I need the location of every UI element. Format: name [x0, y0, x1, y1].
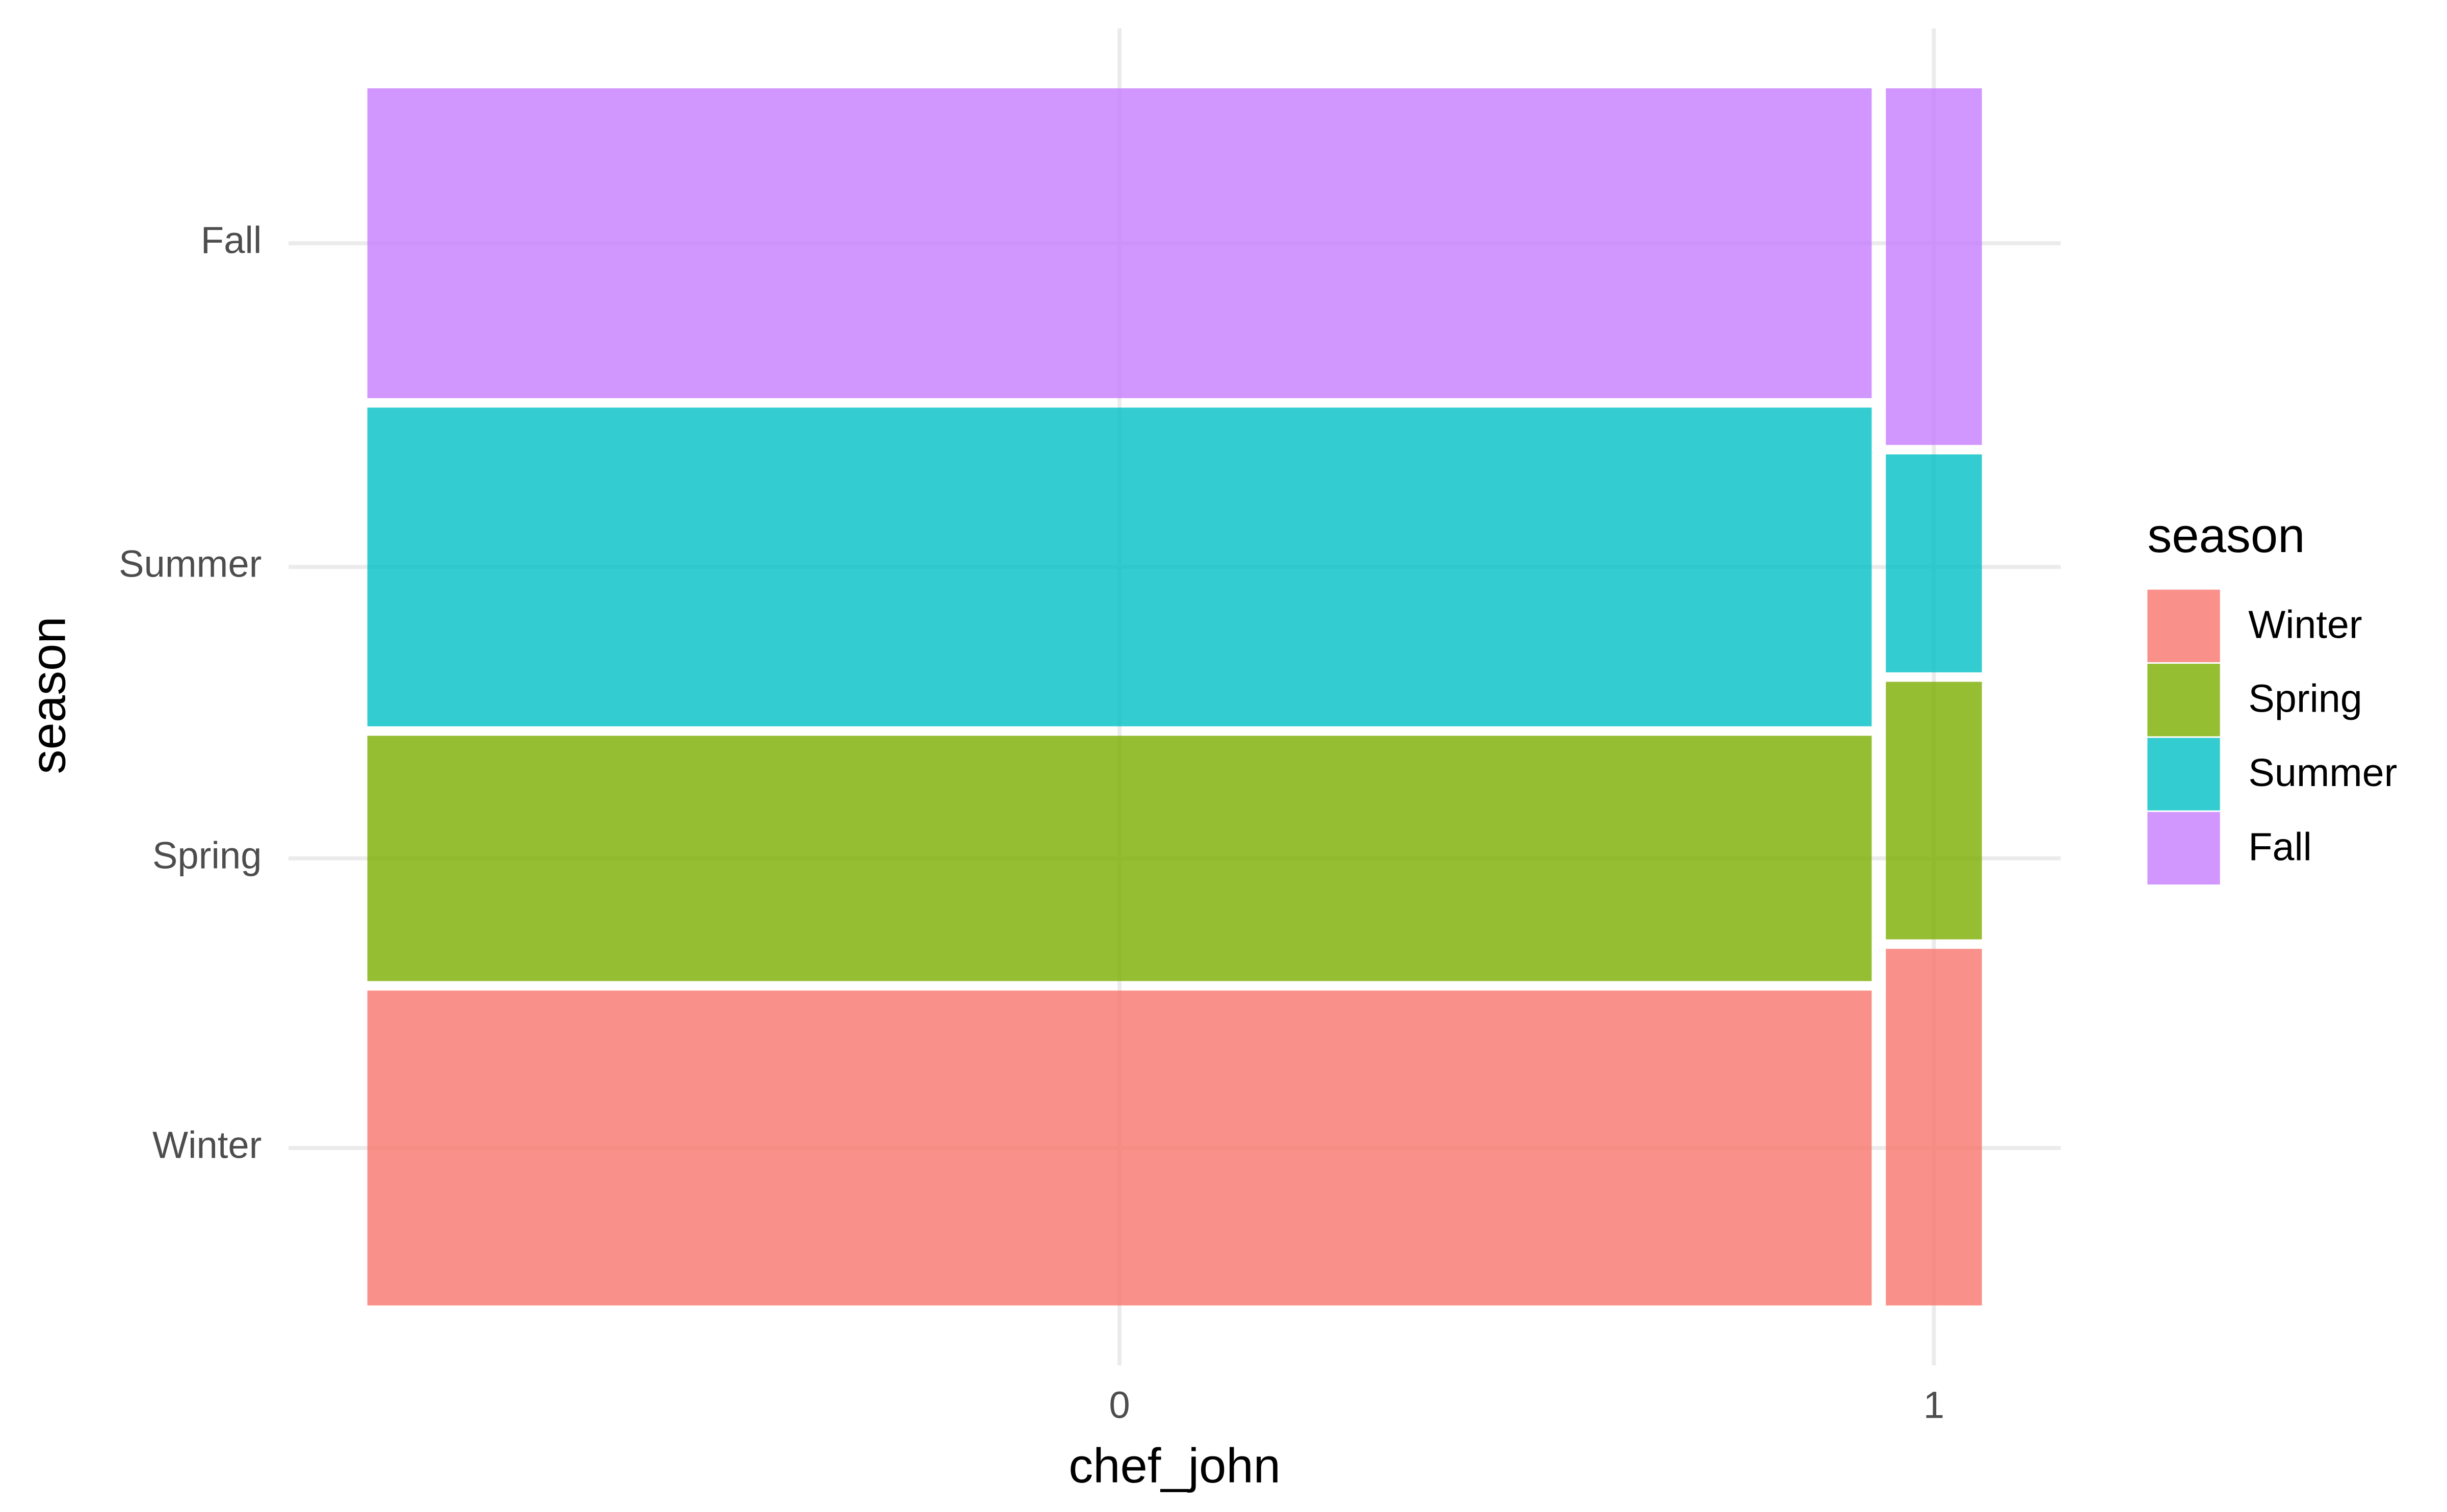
legend-key	[2147, 664, 2220, 737]
legend-label: Fall	[2248, 825, 2312, 869]
legend-key	[2147, 812, 2220, 885]
y-axis-title: season	[21, 616, 75, 774]
mosaic-tile	[367, 407, 1872, 726]
y-tick-label: Spring	[152, 835, 262, 877]
legend-key	[2147, 738, 2220, 811]
mosaic-tile	[367, 990, 1872, 1306]
mosaic-tile	[1886, 949, 1982, 1306]
y-tick-label: Summer	[119, 543, 262, 585]
y-tick-label: Fall	[201, 219, 262, 262]
legend-label: Spring	[2248, 677, 2362, 721]
legend-label: Summer	[2248, 751, 2397, 795]
x-tick-label: 0	[1109, 1384, 1130, 1426]
legend-key	[2147, 589, 2220, 662]
mosaic-tile	[1886, 88, 1982, 445]
marks	[367, 88, 1982, 1306]
mosaic-tile	[1886, 454, 1982, 672]
x-axis-title: chef_john	[1069, 1439, 1281, 1493]
legend-label: Winter	[2248, 603, 2362, 646]
y-tick-label: Winter	[152, 1124, 262, 1166]
mosaic-tile	[367, 88, 1872, 399]
x-tick-label: 1	[1923, 1384, 1944, 1426]
mosaic-tile	[1886, 682, 1982, 940]
legend-title: season	[2147, 508, 2305, 563]
mosaic-tile	[367, 736, 1872, 981]
